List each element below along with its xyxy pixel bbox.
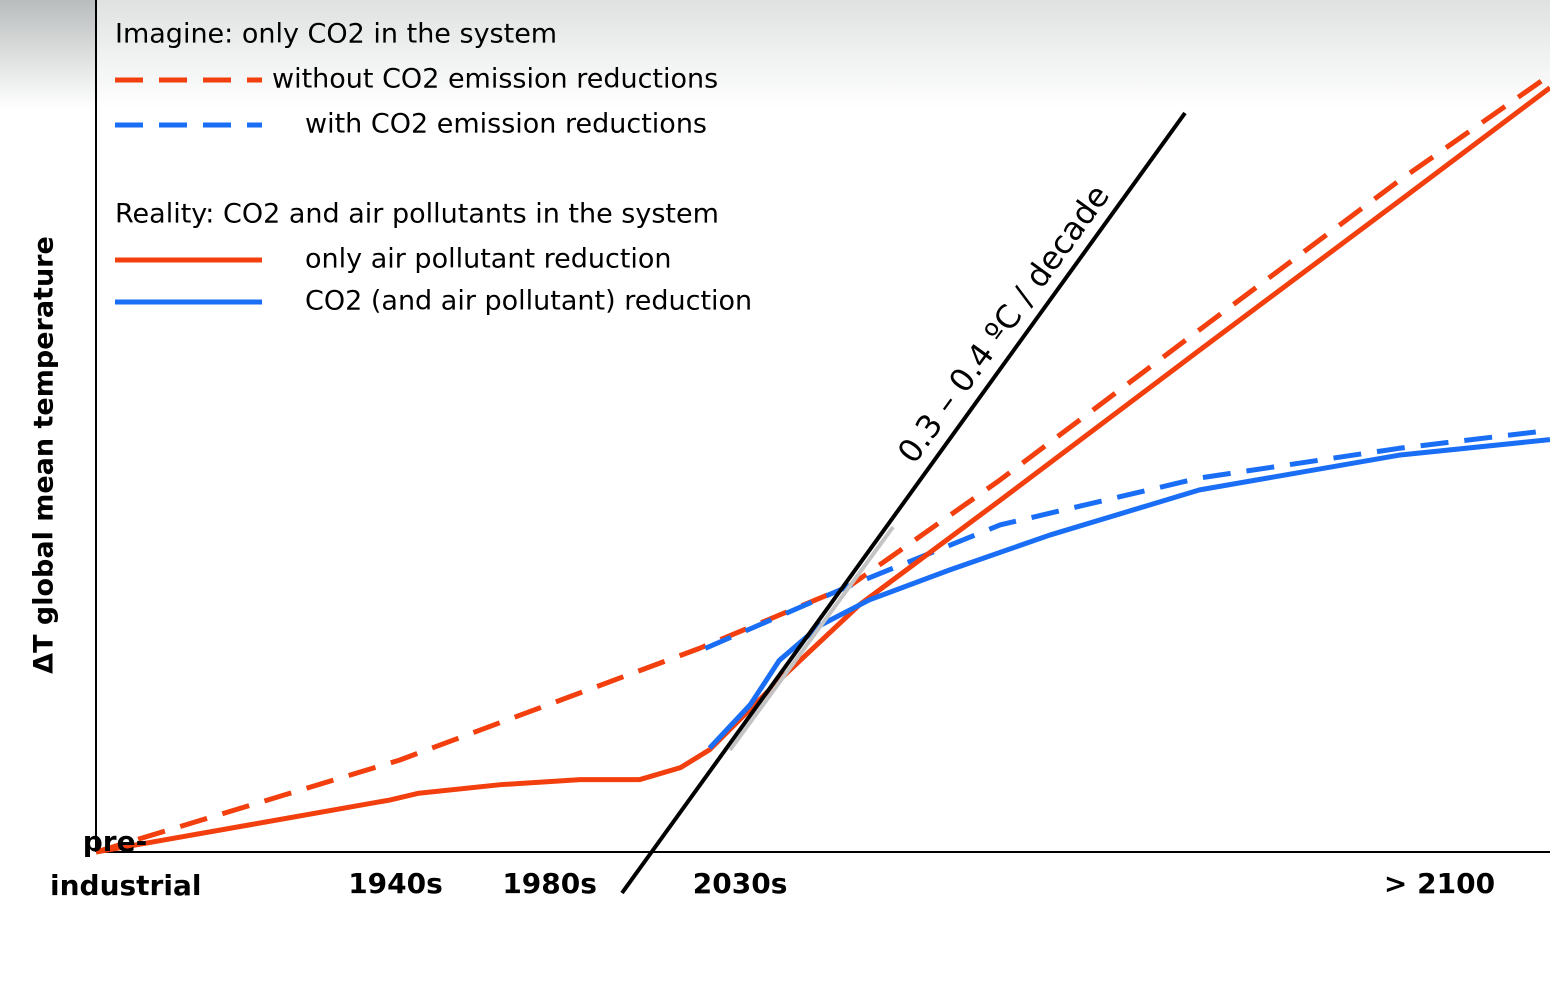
x-tick-label: 1980s: [475, 862, 625, 906]
legend-group-title: Imagine: only CO2 in the system: [115, 19, 557, 50]
x-tick-label: 1940s: [321, 862, 471, 906]
legend-label: only air pollutant reduction: [305, 244, 672, 275]
legend-label: with CO2 emission reductions: [305, 109, 707, 140]
legend-label: without CO2 emission reductions: [272, 64, 718, 95]
y-axis-label: ΔT global mean temperature: [29, 236, 60, 674]
x-tick-label: 2030s: [665, 862, 815, 906]
x-tick-label: > 2100: [1364, 862, 1514, 906]
x-tick-label: pre-industrial: [50, 820, 180, 908]
chart: ΔT global mean temperature 0.3 – 0.4 ºC …: [0, 0, 1550, 987]
legend-group-title: Reality: CO2 and air pollutants in the s…: [115, 199, 719, 230]
legend-label: CO2 (and air pollutant) reduction: [305, 286, 752, 317]
page: ΔT global mean temperature 0.3 – 0.4 ºC …: [0, 0, 1550, 987]
